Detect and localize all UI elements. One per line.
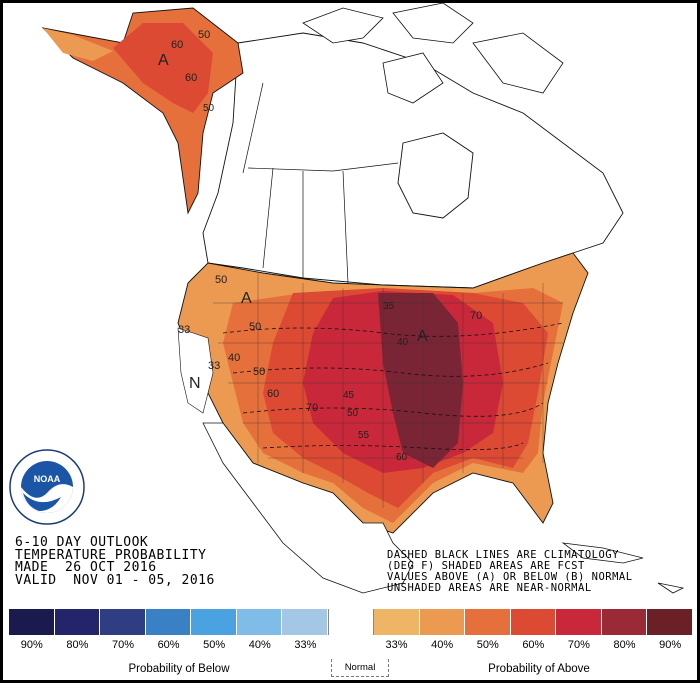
legend-swatch	[601, 609, 648, 635]
contour-label: 60	[171, 39, 183, 51]
legend-swatch-label: 70%	[567, 639, 590, 651]
legend-swatch-label: 80%	[66, 639, 89, 651]
arctic-islands	[302, 3, 564, 104]
legend-swatch	[145, 609, 192, 635]
central-region-label: A	[417, 328, 428, 345]
legend-swatch	[282, 609, 328, 635]
legend-swatch-label: 33%	[294, 639, 317, 651]
caribbean-islands	[561, 542, 685, 594]
contour-label: 40	[397, 337, 409, 348]
contour-label: 60	[396, 452, 408, 463]
contour-label: 50	[253, 366, 265, 378]
contour-label: 50	[203, 103, 215, 114]
legend-swatch-label: 50%	[476, 639, 499, 651]
contour-label: 50	[198, 29, 210, 41]
legend-swatch-label: 60%	[522, 639, 545, 651]
legend-swatch-label	[328, 639, 374, 653]
note-line: DASHED BLACK LINES ARE CLIMATOLOGY	[387, 549, 619, 561]
outlook-map-frame: A A A N 60 50 60 50 50 50 40 33 33 50 60…	[3, 3, 697, 680]
legend-swatch-label: 90%	[20, 639, 43, 651]
california-near-normal	[177, 327, 214, 414]
legend-swatch	[54, 609, 101, 635]
contour-label: 60	[185, 72, 197, 84]
legend-notes: DASHED BLACK LINES ARE CLIMATOLOGY (DEG F…	[387, 550, 633, 594]
caption-normal: Normal	[331, 659, 389, 677]
legend-swatch	[556, 609, 602, 635]
noaa-logo-text: NOAA	[34, 474, 61, 484]
legend-swatch-label: 60%	[157, 639, 180, 651]
legend-swatch	[236, 609, 283, 635]
probability-legend-labels: 90% 80% 70% 60% 50% 40% 33% 33% 40% 50% 60% 70% 80% 9…	[9, 639, 693, 653]
conus-shading-80	[378, 293, 463, 468]
alaska-region-label: A	[158, 52, 169, 69]
outlook-title: 6-10 DAY OUTLOOK	[15, 535, 149, 550]
legend-swatch	[327, 609, 375, 635]
contour-label: 33	[178, 324, 190, 336]
outlook-valid-range: VALID NOV 01 - 05, 2016	[15, 572, 215, 588]
legend-swatch	[9, 609, 55, 635]
province-lines	[242, 82, 399, 284]
contour-label: 50	[249, 321, 261, 333]
legend-swatch-label: 80%	[613, 639, 636, 651]
legend-swatch	[100, 609, 146, 635]
noaa-logo: NOAA	[9, 449, 85, 525]
contour-label: 60	[267, 388, 279, 400]
north-america-map: A A A N 60 50 60 50 50 50 40 33 33 50 60…	[41, 3, 685, 594]
hudson-bay	[397, 132, 474, 219]
note-line: VALUES ABOVE (A) OR BELOW (B) NORMAL	[387, 571, 633, 583]
outlook-made-date: MADE 26 OCT 2016	[15, 560, 157, 575]
contour-label: 55	[358, 430, 370, 441]
contour-label: 50	[215, 274, 227, 286]
legend-captions: Probability of Below Normal Probability …	[9, 659, 693, 677]
legend-swatch	[647, 609, 693, 635]
contour-label: 33	[208, 360, 220, 372]
outlook-subtitle: TEMPERATURE PROBABILITY	[15, 547, 207, 563]
legend-swatch-label: 40%	[248, 639, 271, 651]
alaska-outer-33	[43, 28, 113, 61]
west-region-label: A	[241, 290, 252, 307]
contour-label: 50	[347, 408, 359, 419]
legend-swatch-label: 33%	[385, 639, 408, 651]
note-line: UNSHADED AREAS ARE NEAR-NORMAL	[387, 582, 592, 594]
caption-probability-below: Probability of Below	[128, 663, 230, 675]
legend-swatch-label: 90%	[659, 639, 682, 651]
legend-swatch	[191, 609, 237, 635]
california-region-label: N	[189, 375, 201, 392]
alaska-shading-60	[113, 23, 213, 113]
mexico-outline	[202, 422, 414, 594]
legend-swatch	[374, 609, 420, 635]
probability-legend-bar	[9, 609, 693, 635]
note-line: (DEG F) SHADED AREAS ARE FCST	[387, 560, 585, 572]
contour-label: 40	[228, 352, 240, 364]
caption-probability-above: Probability of Above	[488, 663, 590, 675]
climatology-lines	[222, 322, 564, 451]
state-borders	[213, 273, 563, 508]
outlook-info: 6-10 DAY OUTLOOK TEMPERATURE PROBABILITY M…	[15, 535, 215, 588]
contour-label: 70	[306, 402, 318, 414]
legend-swatch-label: 40%	[431, 639, 454, 651]
legend-swatch	[510, 609, 557, 635]
legend-swatch-label: 50%	[203, 639, 226, 651]
legend-swatch	[419, 609, 466, 635]
legend-swatch-label: 70%	[111, 639, 134, 651]
contour-label: 70	[470, 310, 482, 322]
legend-swatch	[465, 609, 511, 635]
contour-label: 45	[343, 390, 355, 401]
contour-label: 35	[383, 301, 395, 312]
